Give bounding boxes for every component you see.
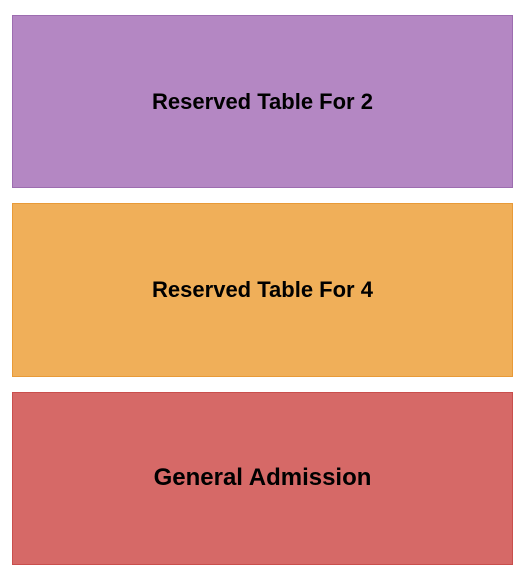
- seating-section-reserved-4[interactable]: Reserved Table For 4: [12, 203, 513, 376]
- seating-section-label: Reserved Table For 2: [152, 89, 373, 115]
- seating-section-label: General Admission: [154, 464, 372, 492]
- seating-section-general-admission[interactable]: General Admission: [12, 392, 513, 565]
- seating-section-reserved-2[interactable]: Reserved Table For 2: [12, 15, 513, 188]
- seating-section-label: Reserved Table For 4: [152, 277, 373, 303]
